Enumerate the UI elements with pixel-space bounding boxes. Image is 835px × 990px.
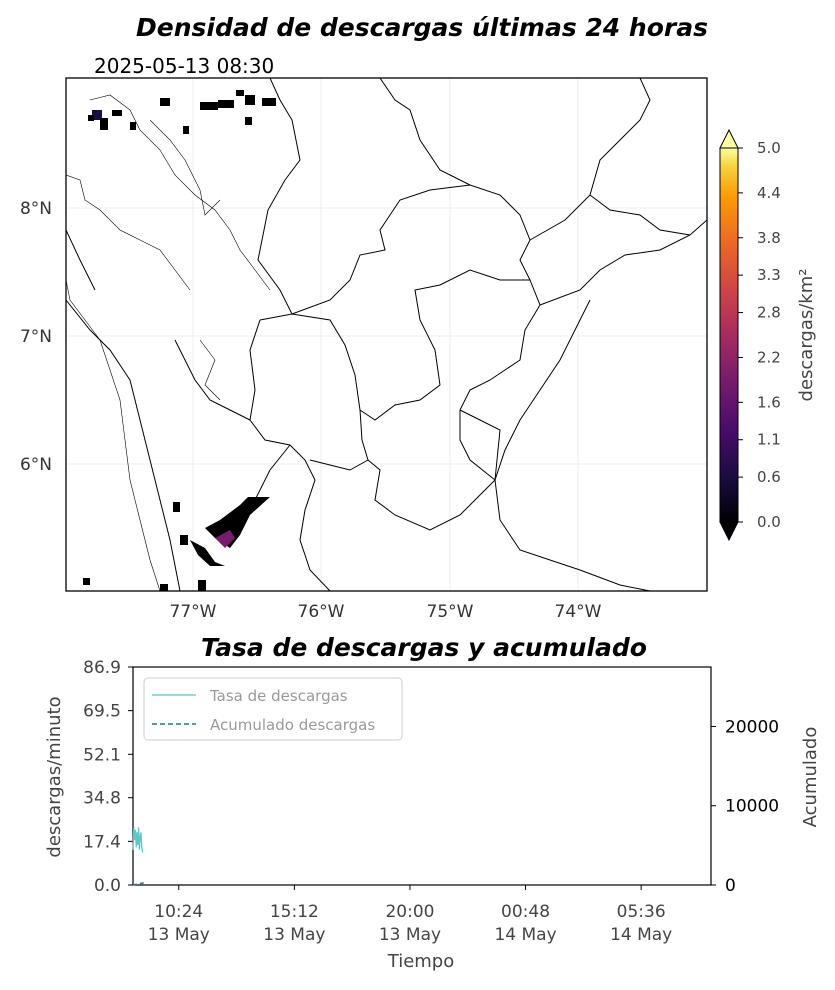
y2-tick-label: 0	[725, 876, 736, 896]
colorbar-tick-label: 3.3	[757, 266, 781, 284]
colorbar-tick-label: 2.2	[757, 348, 781, 366]
colorbar-tick-label: 0.6	[757, 468, 781, 486]
y2-axis-label: Acumulado	[800, 727, 821, 828]
map-gridlines	[66, 78, 707, 591]
x-axis-label: Tiempo	[387, 951, 455, 972]
colorbar-tick-label: 5.0	[757, 139, 781, 157]
lat-tick-label: 8°N	[20, 199, 52, 219]
colorbar-tick-label: 1.6	[757, 393, 781, 411]
y-tick-label: 0.0	[94, 876, 121, 896]
series-accumulated-line	[132, 881, 146, 886]
lon-tick-label: 77°W	[170, 602, 217, 622]
y-tick-label: 69.5	[83, 702, 121, 722]
y-tick-label: 17.4	[83, 832, 121, 852]
x-tick-date: 13 May	[263, 925, 325, 945]
colorbar: 0.0 0.6 1.1 1.6 2.2 2.8 3.3 3.8 4.4 5.0 descargas…	[719, 128, 817, 542]
lon-tick-label: 75°W	[427, 602, 474, 622]
map-area	[66, 78, 707, 591]
lon-tick-label: 76°W	[298, 602, 345, 622]
lat-tick-label: 6°N	[20, 455, 52, 475]
legend: Tasa de descargas Acumulado descargas	[143, 677, 403, 741]
lon-tick-label: 74°W	[555, 602, 602, 622]
chart-title: Tasa de descargas y acumulado	[201, 633, 647, 662]
legend-label-rate: Tasa de descargas	[209, 687, 348, 705]
x-tick-date: 14 May	[494, 925, 556, 945]
y-axis-label: descargas/minuto	[44, 696, 65, 857]
y-tick-label: 86.9	[83, 658, 121, 678]
colorbar-tick-label: 4.4	[757, 184, 781, 202]
map-frame	[65, 77, 708, 592]
x-tick-time: 05:36	[617, 902, 666, 922]
colorbar-tick-label: 1.1	[757, 431, 781, 449]
x-tick-time: 00:48	[501, 902, 550, 922]
x-tick-time: 15:12	[270, 902, 319, 922]
legend-label-accumulated: Acumulado descargas	[210, 716, 375, 734]
colorbar-tick-label: 2.8	[757, 304, 781, 322]
colorbar-tick-label: 3.8	[757, 229, 781, 247]
map-title: Densidad de descargas últimas 24 horas	[136, 13, 708, 42]
y-tick-label: 34.8	[83, 789, 121, 809]
y-tick-label: 52.1	[83, 745, 121, 765]
map-timestamp: 2025-05-13 08:30	[94, 54, 274, 78]
series-rate-line	[132, 827, 144, 853]
x-tick-date: 14 May	[610, 925, 672, 945]
density-cells	[83, 90, 276, 591]
coastline	[66, 94, 271, 591]
x-tick-date: 13 May	[379, 925, 441, 945]
x-tick-time: 20:00	[385, 902, 434, 922]
x-tick-date: 13 May	[148, 925, 210, 945]
lat-tick-label: 7°N	[20, 327, 52, 347]
y2-tick-label: 10000	[725, 797, 779, 817]
department-boundaries	[66, 78, 707, 591]
colorbar-label: descargas/km²	[796, 269, 817, 402]
x-tick-time: 10:24	[154, 902, 203, 922]
y2-tick-label: 20000	[725, 717, 779, 737]
colorbar-tick-label: 0.0	[757, 513, 781, 531]
